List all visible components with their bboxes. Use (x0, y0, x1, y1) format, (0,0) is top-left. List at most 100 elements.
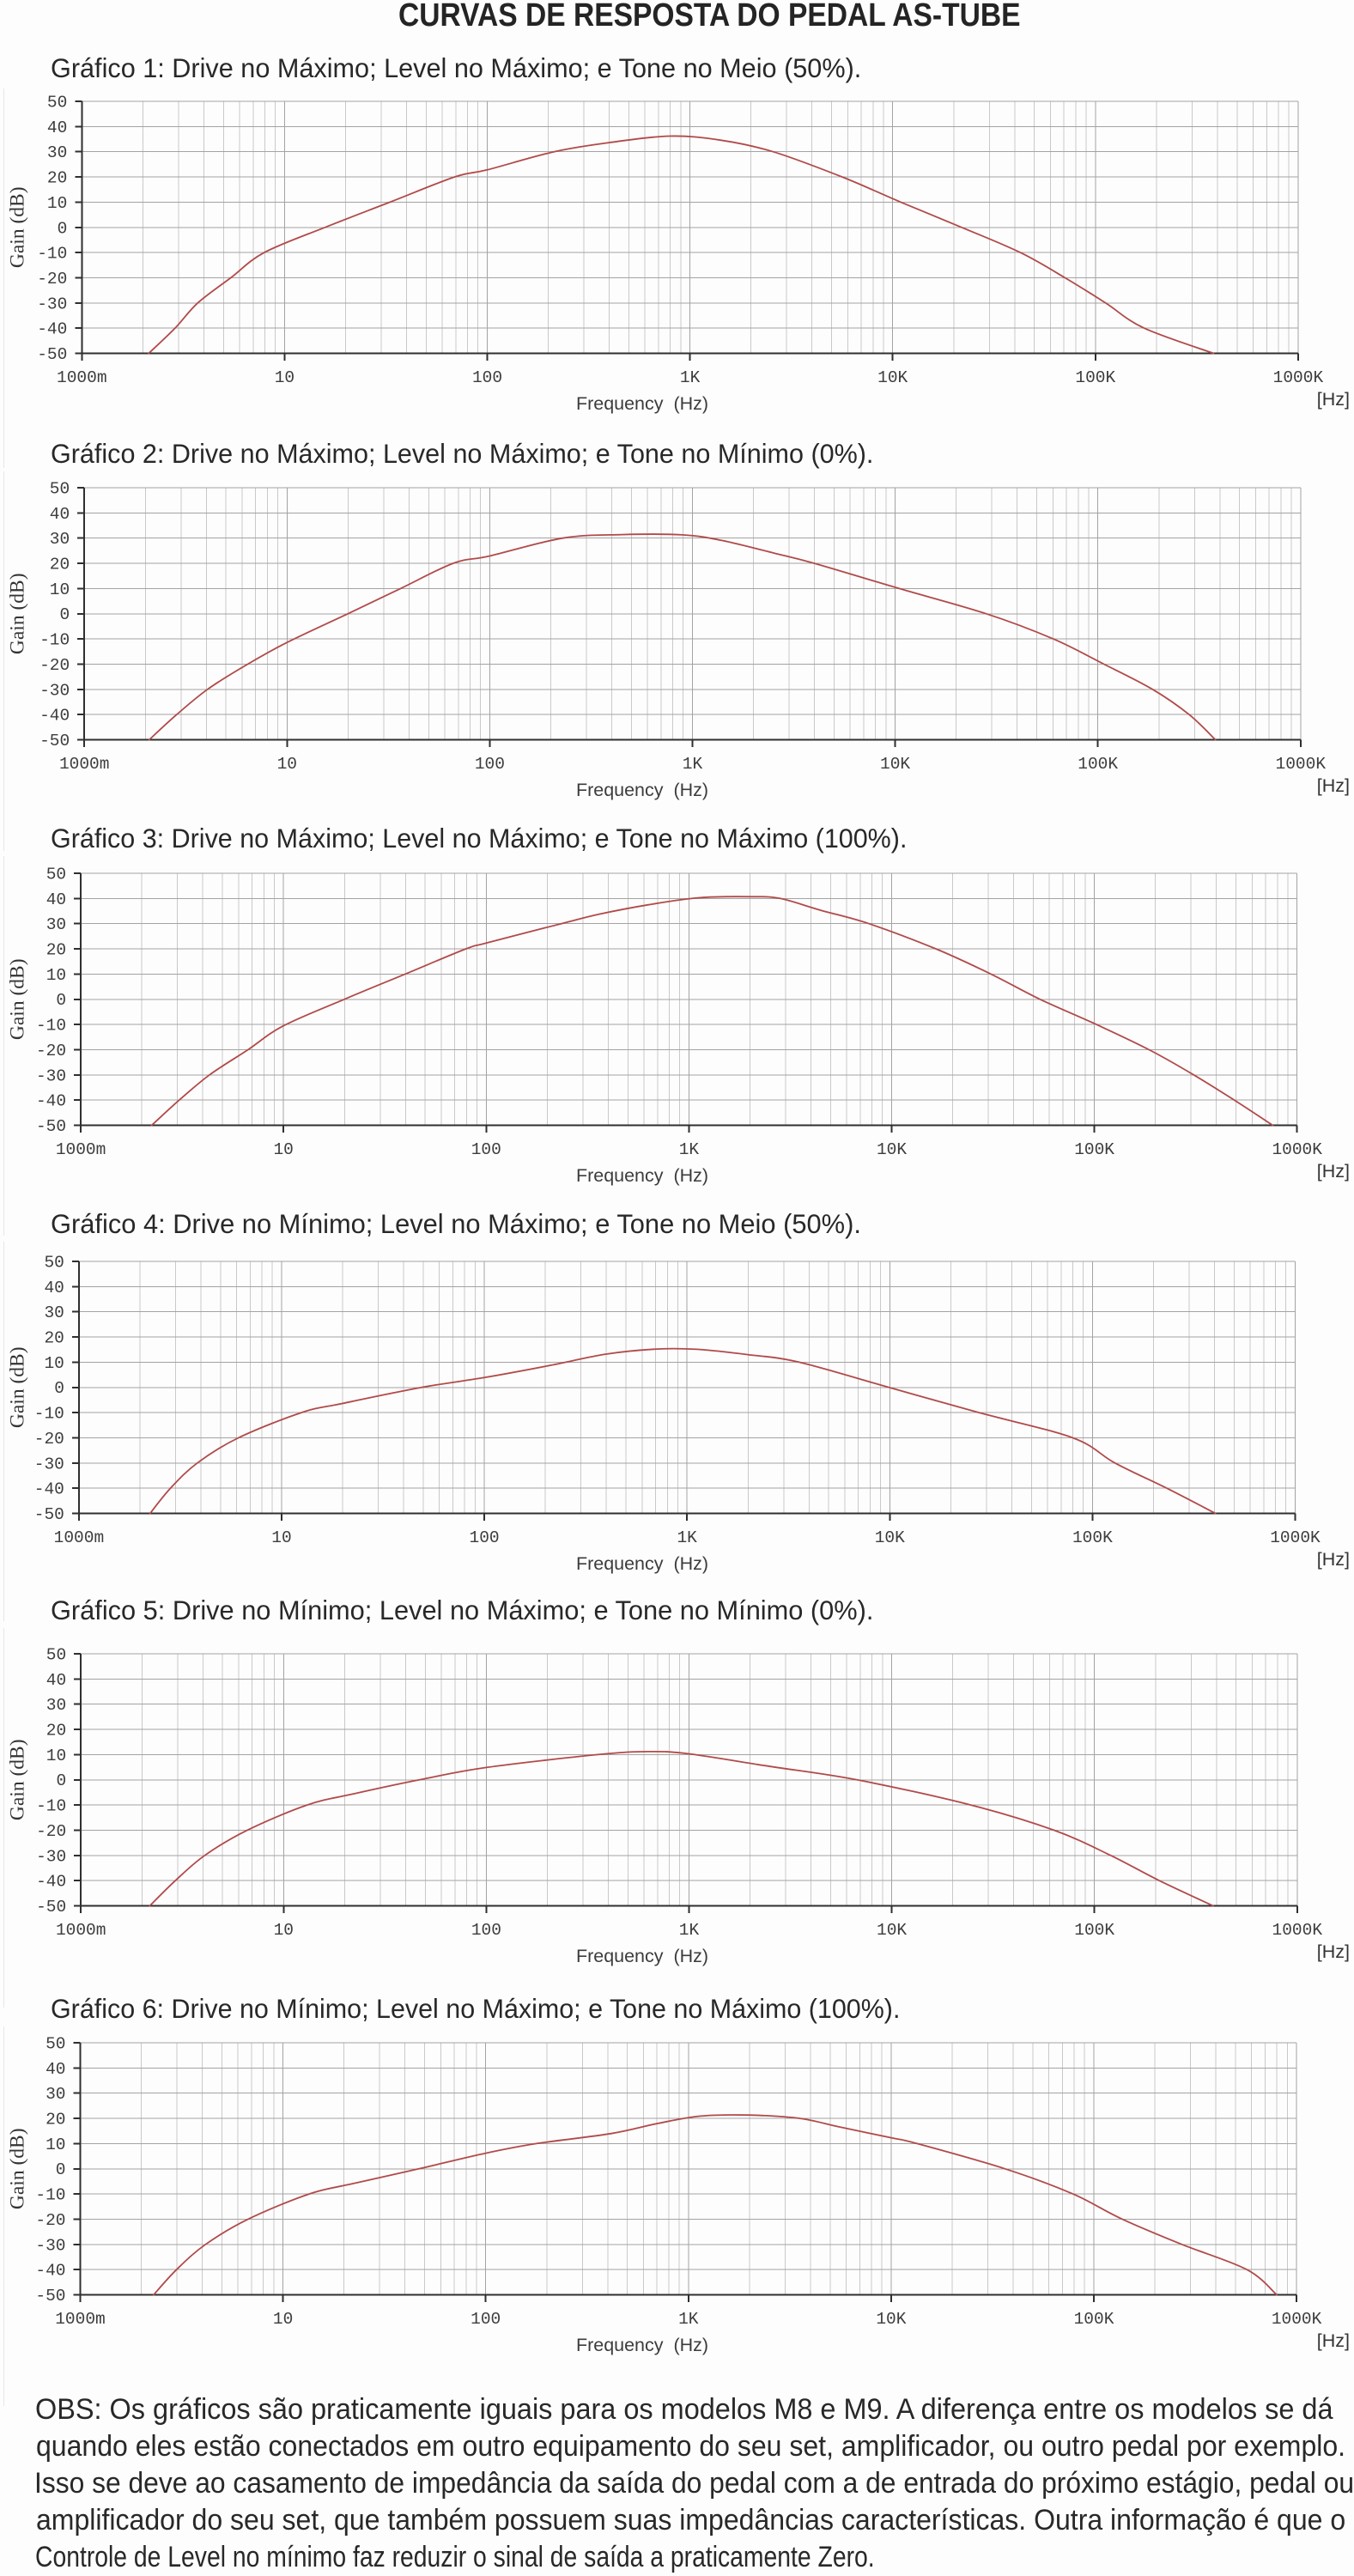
svg-text:100K: 100K (1074, 1921, 1114, 1940)
svg-text:-30: -30 (36, 1066, 66, 1085)
svg-text:50: 50 (46, 2035, 65, 2054)
svg-text:100: 100 (470, 1528, 500, 1547)
svg-text:0: 0 (56, 2160, 66, 2179)
svg-text:100K: 100K (1072, 1528, 1113, 1547)
svg-text:10: 10 (44, 1354, 64, 1373)
svg-text:-30: -30 (39, 681, 70, 700)
svg-text:[Hz]: [Hz] (1317, 1161, 1350, 1182)
svg-text:50: 50 (50, 479, 70, 498)
svg-text:-20: -20 (39, 656, 70, 675)
svg-text:-20: -20 (34, 1430, 64, 1449)
svg-text:-50: -50 (36, 1117, 66, 1136)
svg-text:30: 30 (46, 2085, 65, 2104)
svg-text:20: 20 (46, 941, 66, 960)
svg-text:0: 0 (56, 991, 66, 1010)
svg-text:0: 0 (58, 219, 68, 238)
svg-text:-50: -50 (34, 1505, 64, 1524)
svg-text:10: 10 (275, 368, 294, 387)
svg-text:Frequency (Hz): Frequency (Hz) (576, 780, 708, 800)
svg-text:1000m: 1000m (56, 1140, 106, 1159)
svg-text:40: 40 (46, 1670, 66, 1689)
svg-text:-40: -40 (39, 706, 70, 725)
svg-text:10K: 10K (877, 368, 908, 387)
svg-text:Gain (dB): Gain (dB) (7, 573, 29, 654)
svg-text:30: 30 (47, 143, 67, 162)
svg-text:1000m: 1000m (59, 755, 110, 774)
svg-text:1000m: 1000m (56, 1921, 106, 1940)
svg-text:-10: -10 (39, 630, 70, 649)
svg-text:[Hz]: [Hz] (1317, 1941, 1350, 1962)
svg-text:10: 10 (271, 1528, 291, 1547)
svg-text:-20: -20 (35, 2211, 65, 2230)
svg-text:[Hz]: [Hz] (1317, 2330, 1350, 2351)
svg-text:30: 30 (46, 1696, 66, 1715)
svg-text:[Hz]: [Hz] (1317, 775, 1350, 796)
svg-text:100K: 100K (1075, 368, 1115, 387)
svg-text:10K: 10K (875, 1528, 905, 1547)
svg-text:20: 20 (47, 168, 67, 187)
svg-text:[Hz]: [Hz] (1317, 1549, 1350, 1570)
svg-text:-30: -30 (35, 2236, 65, 2255)
svg-text:10: 10 (46, 1746, 66, 1765)
svg-text:-50: -50 (37, 345, 67, 364)
svg-text:50: 50 (44, 1254, 64, 1273)
svg-text:50: 50 (47, 93, 67, 112)
svg-text:Frequency (Hz): Frequency (Hz) (576, 1945, 708, 1965)
svg-text:100: 100 (475, 755, 505, 774)
svg-text:30: 30 (50, 530, 70, 549)
svg-text:10: 10 (277, 755, 297, 774)
svg-text:1000K: 1000K (1272, 2310, 1322, 2329)
svg-text:-40: -40 (37, 319, 67, 338)
svg-text:10K: 10K (876, 2310, 906, 2329)
svg-text:10: 10 (46, 2136, 65, 2154)
svg-text:10: 10 (274, 1921, 294, 1940)
svg-text:10K: 10K (877, 1921, 907, 1940)
svg-text:-10: -10 (37, 244, 67, 263)
svg-text:10K: 10K (880, 755, 910, 774)
svg-text:-10: -10 (36, 1796, 66, 1815)
svg-text:20: 20 (50, 555, 70, 574)
svg-text:10K: 10K (877, 1140, 907, 1159)
svg-text:Gain (dB): Gain (dB) (7, 2129, 29, 2210)
svg-text:100: 100 (471, 1921, 501, 1940)
svg-text:50: 50 (46, 866, 66, 884)
svg-text:-20: -20 (36, 1821, 66, 1840)
svg-text:0: 0 (56, 1771, 66, 1790)
svg-text:1K: 1K (683, 755, 703, 774)
svg-text:-20: -20 (37, 270, 67, 289)
svg-text:10: 10 (46, 966, 66, 985)
svg-text:Gain (dB): Gain (dB) (7, 186, 29, 268)
svg-text:1K: 1K (678, 2310, 699, 2329)
svg-text:Gain (dB): Gain (dB) (7, 1347, 29, 1429)
svg-text:40: 40 (44, 1279, 64, 1297)
svg-text:-30: -30 (37, 295, 67, 313)
svg-text:1000K: 1000K (1276, 755, 1327, 774)
svg-text:1000K: 1000K (1272, 1140, 1322, 1159)
svg-text:20: 20 (44, 1329, 64, 1348)
svg-text:-20: -20 (36, 1042, 66, 1060)
svg-text:-30: -30 (34, 1455, 64, 1473)
svg-text:100: 100 (471, 2310, 501, 2329)
svg-text:1000K: 1000K (1273, 368, 1324, 387)
svg-text:-40: -40 (35, 2262, 65, 2281)
svg-text:-40: -40 (36, 1872, 66, 1891)
svg-text:-50: -50 (39, 732, 70, 750)
svg-text:-50: -50 (36, 1898, 66, 1917)
svg-text:1000m: 1000m (55, 2310, 106, 2329)
svg-text:20: 20 (46, 2111, 65, 2129)
svg-text:-30: -30 (36, 1847, 66, 1866)
svg-text:Frequency (Hz): Frequency (Hz) (576, 2335, 708, 2355)
svg-text:0: 0 (59, 605, 70, 624)
svg-text:10: 10 (273, 2310, 293, 2329)
svg-text:1000K: 1000K (1270, 1528, 1321, 1547)
svg-text:1K: 1K (677, 1528, 697, 1547)
svg-text:10: 10 (50, 580, 70, 599)
svg-text:10: 10 (47, 193, 67, 212)
svg-text:Frequency (Hz): Frequency (Hz) (576, 1553, 708, 1574)
svg-text:40: 40 (46, 890, 66, 909)
svg-text:1K: 1K (680, 368, 701, 387)
svg-text:0: 0 (54, 1379, 64, 1398)
svg-text:Frequency (Hz): Frequency (Hz) (576, 392, 708, 413)
svg-text:100K: 100K (1074, 2310, 1114, 2329)
svg-text:40: 40 (46, 2060, 65, 2079)
